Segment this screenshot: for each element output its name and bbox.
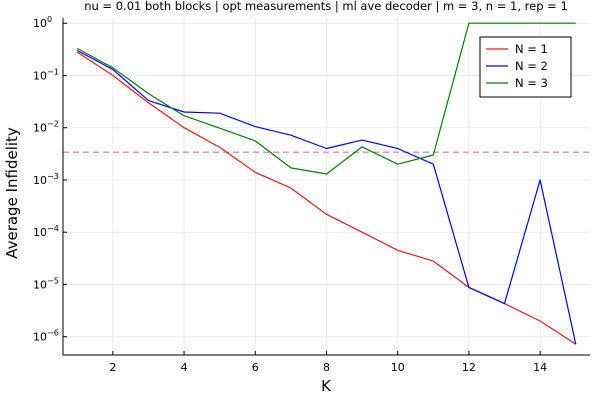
x-tick-label: 4 [181,361,188,374]
x-tick-label: 2 [109,361,116,374]
x-tick-label: 14 [533,361,547,374]
series-line-n=3 [76,22,576,175]
legend-label: N = 1 [515,42,548,56]
y-tick-label: 10−5 [33,276,59,291]
y-tick-label: 10−1 [33,67,59,82]
legend: N = 1 N = 2 N = 3 [479,36,572,98]
y-tick-exponent: 0 [47,15,52,24]
series-line-n=2 [76,49,577,345]
y-tick-label: 10−3 [33,172,59,187]
y-tick-exponent: −5 [47,276,59,285]
x-tick-label: 8 [323,361,330,374]
x-tick-label: 12 [462,361,476,374]
y-tick-exponent: −1 [47,67,59,76]
tick-labels: 2 4 6 8 10 12 14 10−6 10−5 10−4 10−3 10−2 10−1 100 [33,15,547,374]
y-tick-label: 10−4 [33,224,59,239]
x-tick-label: 6 [252,361,259,374]
series-layer [76,22,577,345]
legend-label: N = 3 [515,76,548,90]
y-tick-label: 10−2 [33,120,59,135]
y-tick-exponent: −3 [47,172,59,181]
x-tick-label: 10 [391,361,405,374]
y-tick-exponent: −4 [47,224,59,233]
y-tick-exponent: −6 [47,329,59,338]
legend-label: N = 2 [515,59,548,73]
x-axis-label: K [321,377,332,395]
chart-title: nu = 0.01 both blocks | opt measurements… [84,0,568,13]
y-axis-label: Average Infidelity [3,127,21,259]
y-tick-exponent: −2 [47,120,59,129]
y-tick-label: 100 [33,15,52,30]
axes [62,18,590,356]
y-tick-label: 10−6 [33,329,59,344]
legend-box [479,36,572,98]
